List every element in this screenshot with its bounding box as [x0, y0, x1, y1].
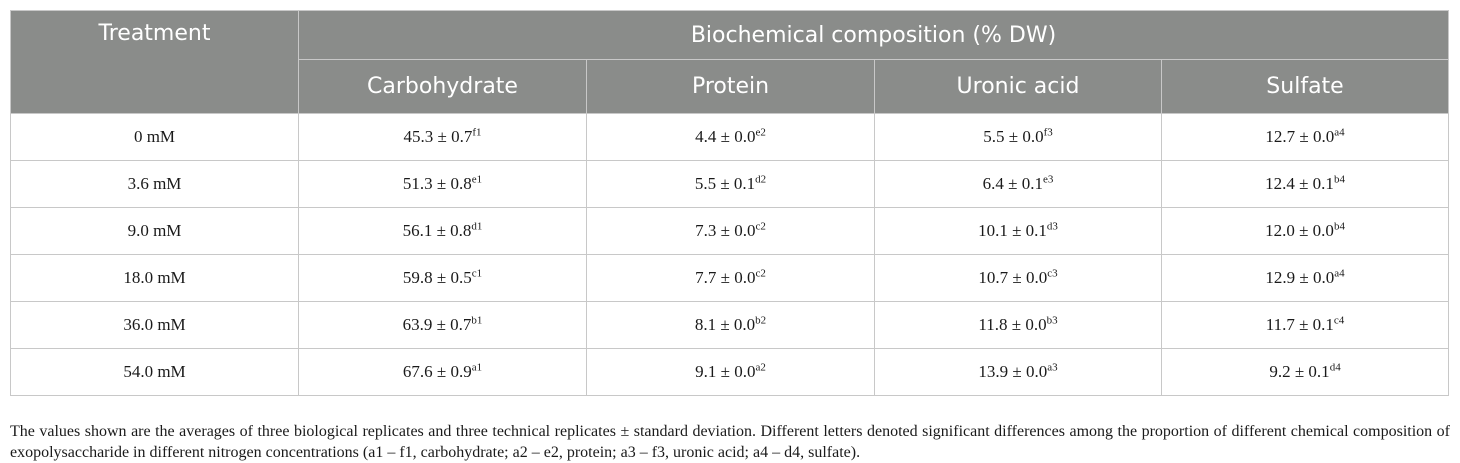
- cell-significance: c3: [1047, 267, 1058, 280]
- cell-carbohydrate: 56.1 ± 0.8d1: [298, 207, 587, 255]
- cell-value: 67.6 ± 0.9: [402, 362, 472, 381]
- cell-value: 11.7 ± 0.1: [1265, 315, 1334, 334]
- cell-sulfate: 12.0 ± 0.0b4: [1160, 207, 1450, 255]
- cell-value: 8.1 ± 0.0: [694, 315, 756, 334]
- cell-significance: e1: [471, 173, 483, 186]
- cell-significance: b2: [755, 314, 767, 327]
- cell-sulfate: 12.7 ± 0.0a4: [1160, 113, 1450, 161]
- cell-value: 11.8 ± 0.0: [978, 315, 1047, 334]
- cell-value: 5.5 ± 0.0: [983, 127, 1044, 146]
- cell-significance: f3: [1043, 126, 1053, 139]
- cell-value: 9.2 ± 0.1: [1269, 362, 1330, 381]
- cell-significance: a4: [1334, 267, 1345, 280]
- header-protein: Protein: [586, 59, 875, 114]
- header-carbohydrate: Carbohydrate: [298, 59, 587, 114]
- cell-value: 7.7 ± 0.0: [695, 268, 756, 287]
- table-container: Treatment Biochemical composition (% DW)…: [10, 10, 1450, 396]
- cell-significance: e2: [755, 126, 766, 139]
- cell-value: 45.3 ± 0.7: [403, 127, 473, 146]
- cell-carbohydrate: 51.3 ± 0.8e1: [298, 160, 587, 208]
- cell-protein: 4.4 ± 0.0e2: [586, 113, 875, 161]
- cell-uronic-acid: 13.9 ± 0.0a3: [874, 348, 1162, 396]
- cell-uronic-acid: 11.8 ± 0.0b3: [874, 301, 1162, 349]
- cell-significance: c1: [471, 267, 483, 280]
- cell-treatment: 54.0 mM: [10, 348, 299, 396]
- cell-treatment: 9.0 mM: [10, 207, 299, 255]
- cell-value: 9.1 ± 0.0: [695, 362, 756, 381]
- cell-sulfate: 12.9 ± 0.0a4: [1160, 254, 1450, 302]
- cell-significance: a3: [1047, 361, 1058, 374]
- cell-significance: a2: [755, 361, 766, 374]
- cell-significance: d1: [471, 220, 483, 233]
- cell-significance: c2: [755, 220, 766, 233]
- cell-significance: c2: [755, 267, 766, 280]
- cell-sulfate: 11.7 ± 0.1c4: [1160, 301, 1450, 349]
- table-body: 0 mM 45.3 ± 0.7f1 4.4 ± 0.0e2 5.5 ± 0.0f…: [10, 113, 1450, 396]
- cell-significance: d2: [755, 173, 767, 186]
- header-sulfate: Sulfate: [1160, 59, 1450, 114]
- cell-protein: 5.5 ± 0.1d2: [586, 160, 875, 208]
- cell-value: 56.1 ± 0.8: [402, 221, 472, 240]
- table-row: 9.0 mM 56.1 ± 0.8d1 7.3 ± 0.0c2 10.1 ± 0…: [10, 207, 1450, 255]
- cell-significance: b1: [471, 314, 483, 327]
- table-row: 0 mM 45.3 ± 0.7f1 4.4 ± 0.0e2 5.5 ± 0.0f…: [10, 113, 1450, 161]
- cell-significance: e3: [1042, 173, 1054, 186]
- composition-table: Treatment Biochemical composition (% DW)…: [10, 10, 1450, 396]
- cell-protein: 8.1 ± 0.0b2: [586, 301, 875, 349]
- cell-significance: b4: [1333, 220, 1345, 233]
- cell-significance: a4: [1334, 126, 1345, 139]
- cell-treatment: 3.6 mM: [10, 160, 299, 208]
- cell-uronic-acid: 10.1 ± 0.1d3: [874, 207, 1162, 255]
- cell-significance: f1: [472, 126, 482, 139]
- cell-value: 7.3 ± 0.0: [695, 221, 756, 240]
- cell-value: 51.3 ± 0.8: [402, 174, 472, 193]
- cell-protein: 9.1 ± 0.0a2: [586, 348, 875, 396]
- cell-value: 12.4 ± 0.1: [1265, 174, 1334, 193]
- table-footnote: The values shown are the averages of thr…: [10, 423, 1450, 461]
- cell-value: 13.9 ± 0.0: [978, 362, 1048, 381]
- cell-value: 12.7 ± 0.0: [1265, 127, 1335, 146]
- table-header: Treatment Biochemical composition (% DW)…: [10, 10, 1450, 114]
- cell-treatment: 18.0 mM: [10, 254, 299, 302]
- cell-treatment: 0 mM: [10, 113, 299, 161]
- cell-value: 4.4 ± 0.0: [695, 127, 756, 146]
- cell-significance: d4: [1329, 361, 1341, 374]
- cell-significance: b3: [1046, 314, 1058, 327]
- header-treatment: Treatment: [10, 10, 299, 114]
- cell-uronic-acid: 5.5 ± 0.0f3: [874, 113, 1162, 161]
- cell-value: 63.9 ± 0.7: [402, 315, 472, 334]
- cell-significance: c4: [1333, 314, 1345, 327]
- cell-protein: 7.7 ± 0.0c2: [586, 254, 875, 302]
- cell-carbohydrate: 63.9 ± 0.7b1: [298, 301, 587, 349]
- cell-treatment: 36.0 mM: [10, 301, 299, 349]
- cell-uronic-acid: 6.4 ± 0.1e3: [874, 160, 1162, 208]
- cell-value: 12.9 ± 0.0: [1265, 268, 1335, 287]
- cell-sulfate: 12.4 ± 0.1b4: [1160, 160, 1450, 208]
- cell-value: 10.1 ± 0.1: [978, 221, 1047, 240]
- cell-significance: b4: [1333, 173, 1345, 186]
- table-row: 18.0 mM 59.8 ± 0.5c1 7.7 ± 0.0c2 10.7 ± …: [10, 254, 1450, 302]
- cell-significance: a1: [471, 361, 483, 374]
- cell-value: 6.4 ± 0.1: [982, 174, 1043, 193]
- cell-sulfate: 9.2 ± 0.1d4: [1160, 348, 1450, 396]
- table-row: 3.6 mM 51.3 ± 0.8e1 5.5 ± 0.1d2 6.4 ± 0.…: [10, 160, 1450, 208]
- header-group: Biochemical composition (% DW): [297, 10, 1450, 60]
- cell-value: 12.0 ± 0.0: [1265, 221, 1334, 240]
- cell-carbohydrate: 45.3 ± 0.7f1: [298, 113, 587, 161]
- cell-carbohydrate: 59.8 ± 0.5c1: [298, 254, 587, 302]
- cell-protein: 7.3 ± 0.0c2: [586, 207, 875, 255]
- cell-significance: d3: [1046, 220, 1058, 233]
- table-row: 36.0 mM 63.9 ± 0.7b1 8.1 ± 0.0b2 11.8 ± …: [10, 301, 1450, 349]
- header-uronic-acid: Uronic acid: [874, 59, 1162, 114]
- cell-carbohydrate: 67.6 ± 0.9a1: [298, 348, 587, 396]
- cell-uronic-acid: 10.7 ± 0.0c3: [874, 254, 1162, 302]
- cell-value: 5.5 ± 0.1: [694, 174, 756, 193]
- table-row: 54.0 mM 67.6 ± 0.9a1 9.1 ± 0.0a2 13.9 ± …: [10, 348, 1450, 396]
- cell-value: 10.7 ± 0.0: [978, 268, 1048, 287]
- cell-value: 59.8 ± 0.5: [402, 268, 472, 287]
